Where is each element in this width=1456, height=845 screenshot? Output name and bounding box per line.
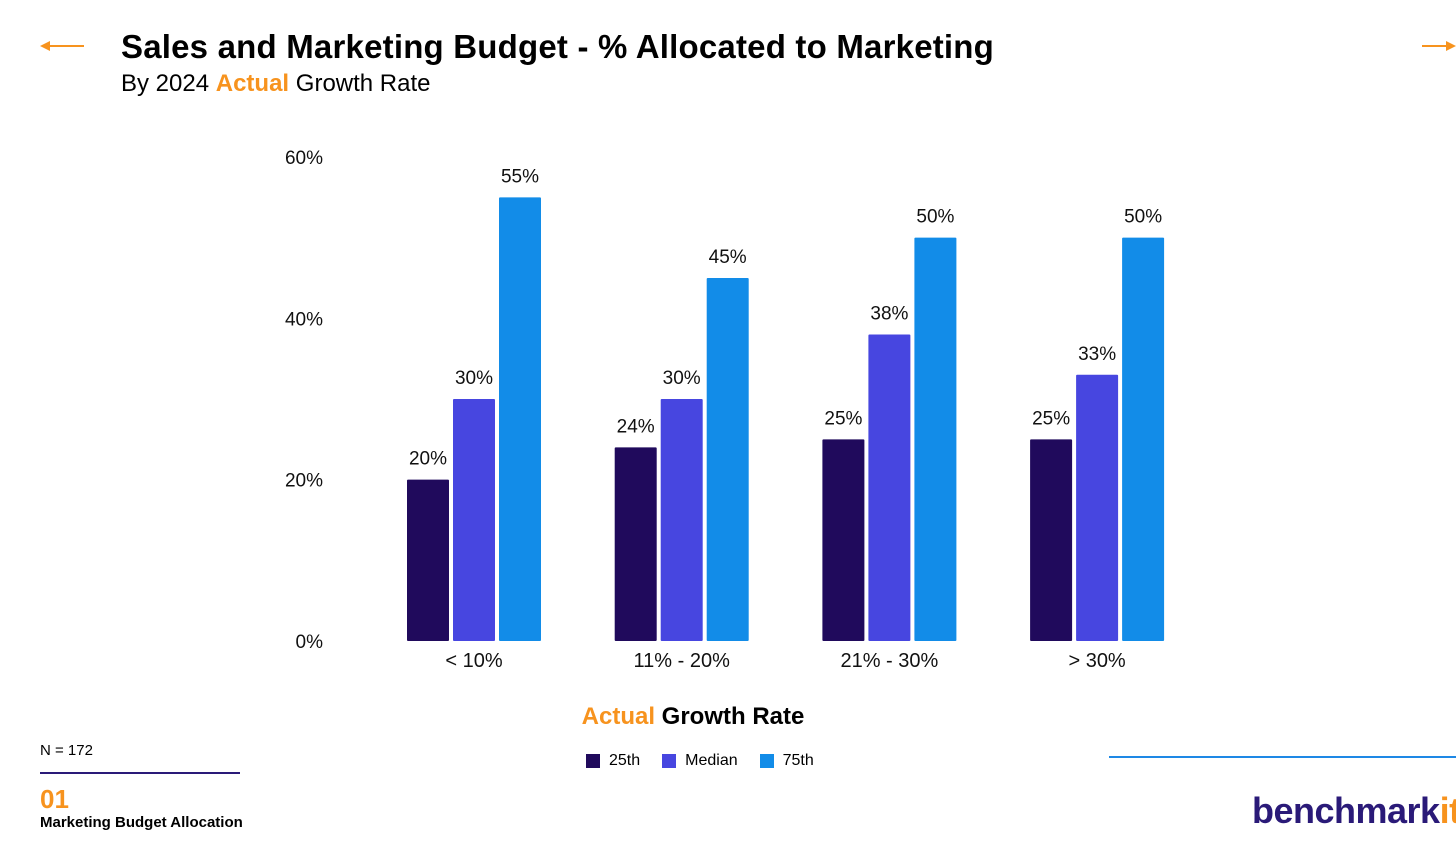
bar-25th — [614, 447, 657, 641]
y-tick-label: 0% — [296, 632, 324, 653]
bar-25th — [1030, 439, 1073, 641]
bar-median — [1076, 374, 1119, 641]
bar-25th — [822, 439, 865, 641]
bar-median — [660, 399, 703, 641]
data-label: 50% — [1124, 207, 1162, 228]
chart-title: Sales and Marketing Budget - % Allocated… — [121, 28, 995, 65]
footer-divider — [40, 772, 240, 774]
section-number: 01 — [40, 784, 69, 814]
bar-75th — [706, 278, 749, 641]
y-tick-label: 60% — [285, 148, 323, 169]
forward-arrow-icon[interactable] — [1422, 38, 1456, 54]
benchmarkit-logo: benchmarkit — [1252, 790, 1456, 832]
data-label: 25% — [1032, 408, 1070, 429]
legend-label-75th: 75th — [782, 752, 814, 769]
legend-swatch-75th — [759, 754, 774, 768]
legend-swatch-median — [662, 754, 677, 768]
y-tick-label: 20% — [285, 471, 323, 492]
bar-75th — [499, 197, 541, 642]
back-arrow-icon[interactable] — [40, 38, 84, 54]
x-tick-label: 21% - 30% — [840, 650, 938, 672]
chart-subtitle: By 2024 Actual Growth Rate — [121, 70, 431, 98]
data-label: 55% — [501, 166, 539, 187]
data-label: 38% — [870, 303, 908, 324]
chart-legend: 25th Median 75th — [586, 752, 836, 770]
subtitle-suffix: Growth Rate — [295, 70, 431, 97]
legend-swatch-25th — [586, 754, 600, 768]
bar-75th — [914, 237, 957, 641]
legend-label-25th: 25th — [609, 752, 641, 769]
data-label: 30% — [663, 368, 701, 389]
x-axis-title-accent: Actual — [581, 703, 655, 730]
x-axis-title-rest: Growth Rate — [661, 703, 805, 730]
x-tick-label: < 10% — [445, 650, 502, 672]
footer-accent-line — [1109, 756, 1456, 758]
x-tick-label: > 30% — [1068, 650, 1125, 672]
sample-size-label: N = 172 — [40, 742, 93, 759]
logo-main: benchmark — [1252, 790, 1440, 831]
legend-item-median: Median — [662, 752, 738, 770]
x-tick-label: 11% - 20% — [634, 650, 731, 672]
legend-item-75th: 75th — [759, 752, 814, 770]
legend-item-25th: 25th — [586, 752, 640, 770]
section-name: Marketing Budget Allocation — [40, 814, 243, 831]
logo-accent: it — [1439, 790, 1456, 831]
subtitle-accent: Actual — [215, 70, 290, 97]
data-label: 20% — [409, 449, 447, 470]
bar-median — [868, 334, 911, 641]
bar-median — [453, 399, 495, 641]
y-tick-label: 40% — [285, 309, 323, 330]
bar-25th — [407, 479, 449, 641]
data-label: 30% — [455, 368, 493, 389]
data-label: 45% — [709, 247, 747, 268]
data-label: 50% — [916, 207, 954, 228]
subtitle-prefix: By 2024 — [121, 70, 210, 97]
data-label: 24% — [617, 416, 655, 437]
legend-label-median: Median — [685, 752, 738, 769]
data-label: 25% — [824, 408, 862, 429]
x-axis-title: Actual Growth Rate — [0, 703, 1386, 731]
bar-75th — [1122, 237, 1165, 641]
data-label: 33% — [1078, 344, 1116, 365]
